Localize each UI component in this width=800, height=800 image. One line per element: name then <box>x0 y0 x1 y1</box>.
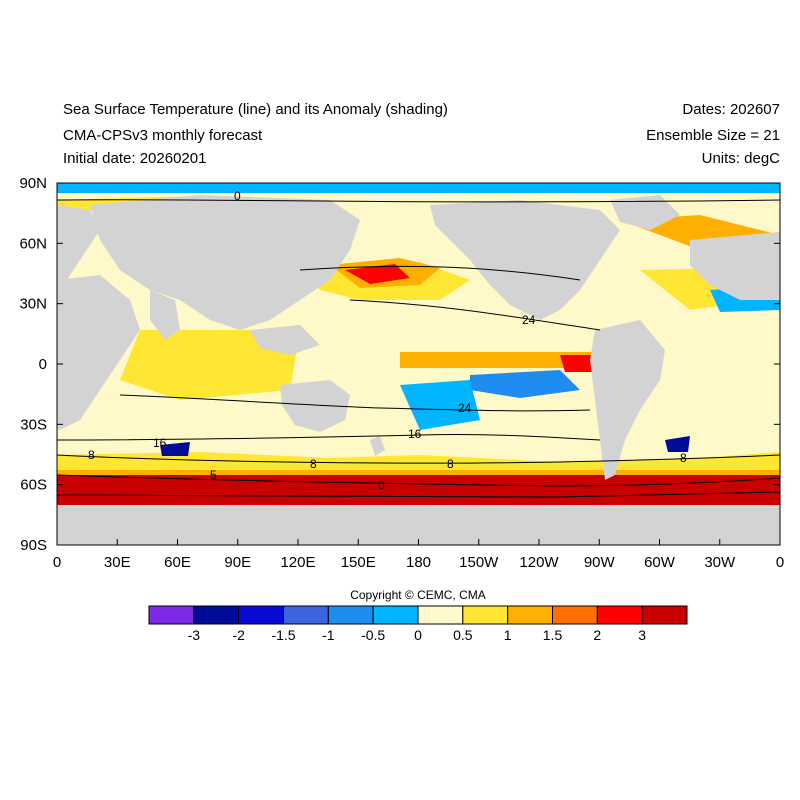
y-tick-label: 60N <box>19 235 47 252</box>
contour-label: 8 <box>447 457 454 471</box>
south-atlantic-cold-patch <box>665 436 690 452</box>
east-pacific-cool <box>470 370 580 398</box>
contour-label: 5 <box>210 468 217 482</box>
land-eurasia <box>90 195 360 330</box>
colorbar-swatch <box>372 605 419 625</box>
sst-contours <box>57 199 780 498</box>
contour-line <box>57 434 601 441</box>
y-tick-label: 90N <box>19 175 47 192</box>
colorbar-label: 0 <box>414 627 422 643</box>
x-tick-label: 60E <box>164 554 191 571</box>
map-plot-area <box>57 183 780 545</box>
land-greenland <box>610 195 680 230</box>
colorbar-label: 2 <box>593 627 601 643</box>
colorbar-label: 1.5 <box>543 627 563 643</box>
contour-label: 24 <box>458 401 472 415</box>
y-tick-label: 90S <box>20 537 47 554</box>
kuroshio-hot <box>345 264 410 284</box>
x-tick-label: 30E <box>104 554 131 571</box>
colorbar-swatch <box>283 605 329 625</box>
y-tick-label: 30N <box>19 296 47 313</box>
colorbar-swatch <box>193 605 240 625</box>
land-north-america <box>430 200 620 320</box>
southern-mid-warm <box>57 452 780 470</box>
x-tick-label: 90E <box>224 554 251 571</box>
x-tick-label: 0 <box>53 554 61 571</box>
y-tick-label: 60S <box>20 477 47 494</box>
land-australia <box>280 380 350 432</box>
x-axis-ticks: 0 30E 60E 90E 120E 150E 180 150W 120W 90W 60W 30W 0 <box>53 539 784 571</box>
ensemble-size-label: Ensemble Size = 21 <box>646 127 780 144</box>
contour-label: 8 <box>310 457 317 471</box>
land-india <box>150 290 180 340</box>
contour-line <box>57 454 780 464</box>
colorbar-swatch <box>507 605 553 625</box>
x-tick-label: 180 <box>406 554 431 571</box>
land-africa <box>57 275 140 430</box>
colorbar-swatch <box>596 605 643 625</box>
copyright-label: Copyright © CEMC, CMA <box>350 588 486 602</box>
colorbar-swatch <box>641 605 688 625</box>
colorbar-label: -1 <box>322 627 335 643</box>
contour-label: 16 <box>153 436 167 450</box>
colorbar-label: -0.5 <box>361 627 385 643</box>
colorbar-swatch <box>417 605 464 625</box>
colorbar-swatch <box>552 605 598 625</box>
land-new-zealand <box>370 436 385 456</box>
colorbar-label: -2 <box>232 627 245 643</box>
x-tick-label: 30W <box>704 554 736 571</box>
contour-line <box>57 199 780 203</box>
land-masses <box>57 195 780 545</box>
indian-ocean-cold-patch <box>160 442 190 456</box>
title-line-1: Sea Surface Temperature (line) and its A… <box>63 101 448 118</box>
indian-ocean-warm <box>120 330 300 400</box>
contour-label: 24 <box>522 313 536 327</box>
contour-label: 8 <box>680 451 687 465</box>
land-europe <box>690 232 780 300</box>
contour-label: 0 <box>378 478 385 492</box>
y-tick-label: 0 <box>39 356 47 373</box>
title-line-2: CMA-CPSv3 monthly forecast <box>63 127 263 144</box>
south-pacific-cool <box>400 380 480 430</box>
southern-ocean-strong-warm <box>57 475 780 505</box>
land-maritime-continent <box>250 325 320 355</box>
contour-line <box>57 491 780 498</box>
x-tick-label: 120W <box>519 554 559 571</box>
dates-label: Dates: 202607 <box>682 101 780 118</box>
title-line-3: Initial date: 20260201 <box>63 150 207 167</box>
colorbar: -3 -2 -1.5 -1 -0.5 0 0.5 1 1.5 2 3 <box>148 605 688 643</box>
colorbar-swatch <box>238 605 285 625</box>
contour-line <box>57 474 780 487</box>
y-tick-label: 30S <box>20 416 47 433</box>
contour-label: 8 <box>88 448 95 462</box>
units-label: Units: degC <box>701 150 780 167</box>
x-tick-label: 0 <box>776 554 784 571</box>
x-tick-label: 120E <box>280 554 315 571</box>
x-tick-label: 150W <box>459 554 499 571</box>
land-antarctica <box>57 505 780 545</box>
colorbar-label: 1 <box>504 627 512 643</box>
contour-label: 0 <box>234 189 241 203</box>
contour-label: 16 <box>408 427 422 441</box>
colorbar-label: -3 <box>188 627 201 643</box>
x-tick-label: 60W <box>644 554 676 571</box>
contour-line <box>299 265 581 281</box>
colorbar-label: 3 <box>638 627 646 643</box>
colorbar-swatch <box>148 605 195 625</box>
contour-line <box>119 394 591 412</box>
colorbar-label: -1.5 <box>271 627 295 643</box>
land-south-america <box>590 320 665 480</box>
x-tick-label: 90W <box>584 554 616 571</box>
arctic-cool-band <box>57 183 780 193</box>
colorbar-swatch <box>462 605 509 625</box>
contour-line <box>349 299 601 331</box>
colorbar-swatch <box>327 605 374 625</box>
colorbar-label: 0.5 <box>453 627 473 643</box>
land-africa-north <box>57 205 100 300</box>
contour-labels: 0 24 24 16 16 8 8 8 8 0 5 <box>88 189 687 492</box>
x-tick-label: 150E <box>341 554 376 571</box>
y-axis-ticks: 90N 60N 30N 0 30S 60S 90S <box>19 175 780 554</box>
